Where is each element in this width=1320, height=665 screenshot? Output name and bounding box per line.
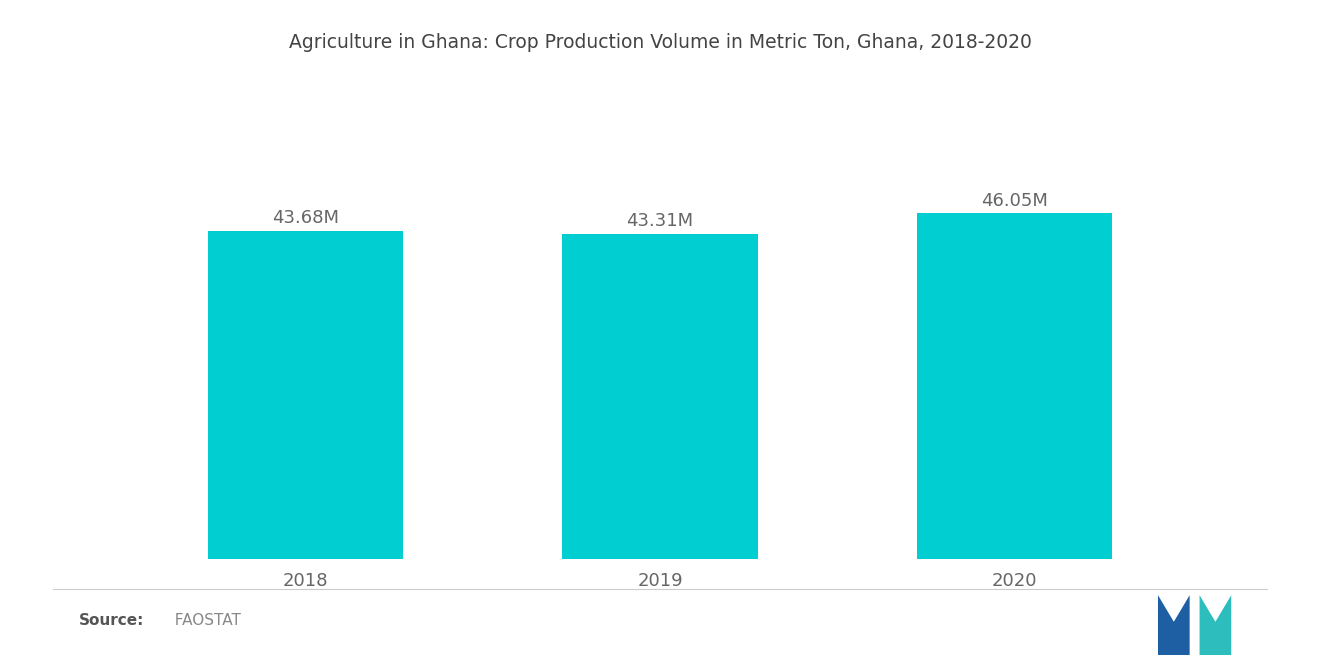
Bar (917, 213, 1113, 559)
Text: Agriculture in Ghana: Crop Production Volume in Metric Ton, Ghana, 2018-2020: Agriculture in Ghana: Crop Production Vo… (289, 33, 1031, 53)
Text: Source:: Source: (79, 613, 145, 628)
Text: FAOSTAT: FAOSTAT (165, 613, 240, 628)
Text: 46.05M: 46.05M (981, 192, 1048, 209)
Bar (207, 231, 403, 559)
Text: 43.31M: 43.31M (627, 212, 693, 230)
Text: 43.68M: 43.68M (272, 209, 339, 227)
Bar (562, 234, 758, 559)
